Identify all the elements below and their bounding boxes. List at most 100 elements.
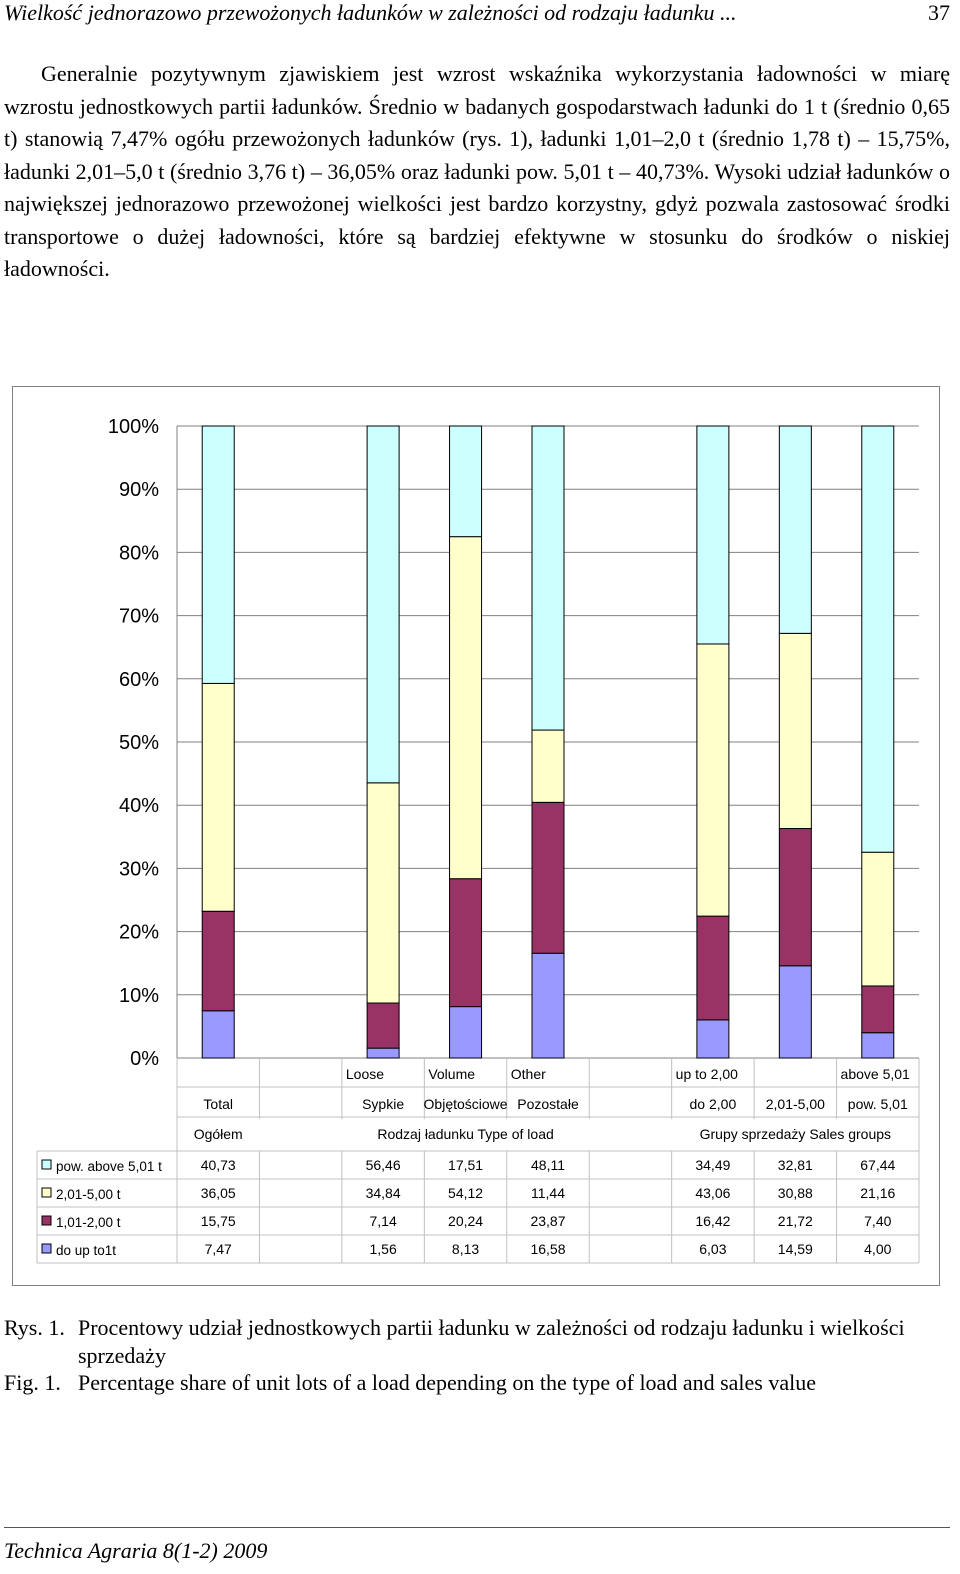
bar-segment: [531, 952, 565, 1059]
caption-english: Fig. 1. Percentage share of unit lots of…: [4, 1369, 954, 1397]
caption-polish-text: Procentowy udział jednostkowych partii ł…: [78, 1315, 905, 1368]
data-label: 20,24: [448, 1213, 483, 1229]
footer-divider: [4, 1527, 950, 1528]
category-label: Pozostałe: [517, 1096, 579, 1112]
data-label: 34,49: [695, 1157, 730, 1173]
data-label: 48,11: [531, 1157, 565, 1173]
group-label: Grupy sprzedaży Sales groups: [700, 1126, 891, 1142]
data-label: 21,72: [778, 1213, 813, 1229]
data-label: 16,42: [695, 1213, 730, 1229]
group-label: Rodzaj ładunku Type of load: [377, 1126, 553, 1142]
legend-key: [41, 1159, 52, 1170]
data-label: 4,00: [864, 1241, 891, 1257]
bar-segment: [778, 425, 812, 634]
caption-polish-label: Rys. 1.: [4, 1315, 65, 1340]
bar-segment: [531, 425, 565, 731]
legend-label: do up to1t: [56, 1243, 116, 1258]
y-tick-label: 20%: [119, 922, 159, 944]
data-label: 7,40: [864, 1213, 891, 1229]
bar-segment: [861, 1032, 895, 1059]
bar-segment: [201, 910, 235, 1012]
data-label: 32,81: [778, 1157, 813, 1173]
legend-label: 2,01-5,00 t: [56, 1187, 121, 1202]
bar-segment: [201, 1010, 235, 1059]
bar-segment: [861, 851, 895, 987]
y-tick-label: 30%: [119, 858, 159, 880]
data-label: 8,13: [452, 1241, 479, 1257]
running-header-title: Wielkość jednorazowo przewożonych ładunk…: [4, 0, 737, 25]
y-tick-label: 0%: [130, 1048, 159, 1070]
category-label: Loose: [346, 1066, 384, 1082]
category-label: pow. 5,01: [848, 1096, 908, 1112]
data-label: 34,84: [366, 1185, 401, 1201]
data-label: 7,14: [369, 1213, 396, 1229]
bar-segment: [366, 1047, 400, 1059]
bar-segment: [449, 425, 483, 538]
y-tick-label: 90%: [119, 479, 159, 501]
data-label: 40,73: [201, 1157, 236, 1173]
body-text: Generalnie pozytywnym zjawiskiem jest wz…: [4, 58, 950, 286]
category-label: Total: [203, 1096, 233, 1112]
legend-label: 1,01-2,00 t: [56, 1215, 121, 1230]
data-label: 11,44: [531, 1185, 565, 1201]
bar-segment: [201, 682, 235, 912]
data-label: 6,03: [699, 1241, 726, 1257]
bar-segment: [696, 425, 730, 645]
data-label: 36,05: [201, 1185, 236, 1201]
bar-segment: [201, 425, 235, 684]
category-label: Sypkie: [362, 1096, 404, 1112]
category-label: above 5,01: [841, 1066, 910, 1082]
y-tick-label: 10%: [119, 985, 159, 1007]
data-label: 67,44: [860, 1157, 895, 1173]
data-label: 7,47: [205, 1241, 232, 1257]
caption-polish: Rys. 1. Procentowy udział jednostkowych …: [4, 1314, 954, 1370]
legend-key: [41, 1187, 52, 1198]
caption-english-label: Fig. 1.: [4, 1370, 61, 1395]
data-label: 15,75: [201, 1213, 236, 1229]
data-label: 54,12: [448, 1185, 483, 1201]
data-label: 1,56: [369, 1241, 396, 1257]
data-label: 43,06: [695, 1185, 730, 1201]
figure-chart: 0% 10% 20% 30% 40% 50% 60% 70% 80% 90% 100% Total Lo…: [12, 386, 940, 1286]
data-label: 21,16: [860, 1185, 895, 1201]
legend-label: pow. above 5,01 t: [56, 1159, 162, 1174]
stacked-bar-chart: 0% 10% 20% 30% 40% 50% 60% 70% 80% 90% 100% Total Lo…: [36, 416, 920, 1264]
bar-segment: [778, 965, 812, 1059]
data-label: 23,87: [530, 1213, 565, 1229]
y-tick-label: 70%: [119, 606, 159, 628]
bar-segment: [366, 1002, 400, 1049]
bar-segment: [366, 782, 400, 1004]
page-number: 37: [928, 0, 950, 25]
bar-segment: [778, 632, 812, 830]
data-label: 14,59: [778, 1241, 813, 1257]
bar-segment: [778, 828, 812, 967]
bar-segment: [696, 1019, 730, 1059]
category-label: Other: [511, 1066, 546, 1082]
legend-key: [41, 1243, 52, 1254]
category-label: 2,01-5,00: [766, 1096, 825, 1112]
y-tick-label: 60%: [119, 669, 159, 691]
footer-journal: Technica Agraria 8(1-2) 2009: [4, 1538, 268, 1563]
data-label: 30,88: [778, 1185, 813, 1201]
category-label: do 2,00: [690, 1096, 737, 1112]
category-label: Volume: [428, 1066, 475, 1082]
bar-segment: [449, 1006, 483, 1059]
data-label: 17,51: [448, 1157, 483, 1173]
bar-segment: [861, 985, 895, 1034]
y-tick-label: 50%: [119, 732, 159, 754]
caption-english-text: Percentage share of unit lots of a load …: [78, 1370, 816, 1395]
bar-segment: [366, 425, 400, 784]
body-paragraph: Generalnie pozytywnym zjawiskiem jest wz…: [4, 61, 950, 281]
data-label: 16,58: [530, 1241, 565, 1257]
group-label: Ogółem: [194, 1126, 243, 1142]
y-tick-label: 80%: [119, 542, 159, 564]
category-label: Objętościowe: [424, 1096, 508, 1112]
bar-segment: [861, 425, 895, 853]
legend-key: [41, 1215, 52, 1226]
category-label: up to 2,00: [676, 1066, 738, 1082]
bar-segment: [696, 915, 730, 1021]
y-tick-label: 40%: [119, 795, 159, 817]
bar-segment: [449, 536, 483, 880]
bar-segment: [531, 801, 565, 954]
bar-segment: [449, 878, 483, 1008]
